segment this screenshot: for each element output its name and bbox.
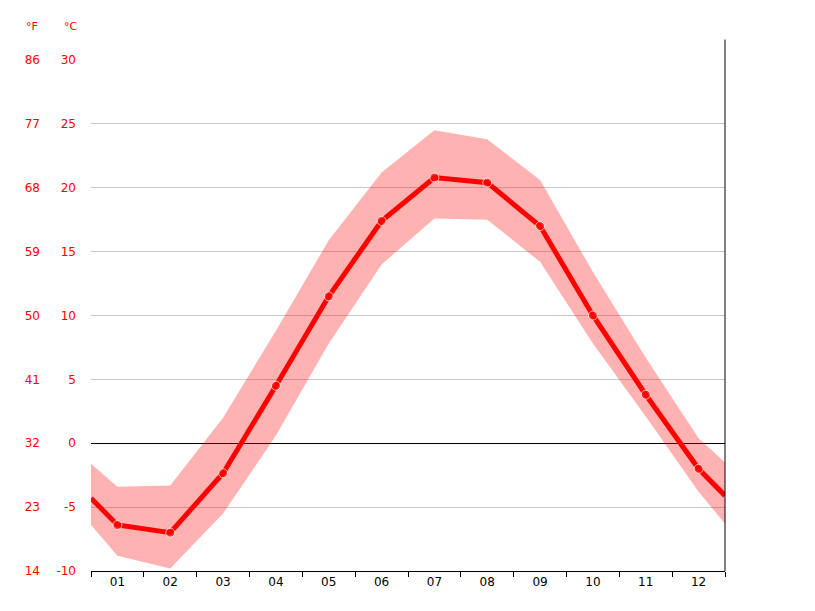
svg-text:09: 09 bbox=[532, 575, 547, 589]
svg-text:°F: °F bbox=[26, 20, 38, 33]
svg-text:50: 50 bbox=[25, 309, 40, 323]
svg-text:20: 20 bbox=[61, 181, 76, 195]
svg-text:10: 10 bbox=[61, 309, 76, 323]
svg-text:02: 02 bbox=[163, 575, 178, 589]
svg-text:07: 07 bbox=[427, 575, 442, 589]
svg-text:5: 5 bbox=[68, 373, 76, 387]
svg-text:59: 59 bbox=[25, 245, 40, 259]
svg-text:11: 11 bbox=[638, 575, 653, 589]
svg-text:0: 0 bbox=[68, 436, 76, 450]
svg-text:08: 08 bbox=[480, 575, 495, 589]
svg-text:15: 15 bbox=[61, 245, 76, 259]
svg-text:-5: -5 bbox=[64, 500, 76, 514]
svg-text:04: 04 bbox=[268, 575, 283, 589]
svg-text:10: 10 bbox=[585, 575, 600, 589]
svg-text:30: 30 bbox=[61, 53, 76, 67]
svg-text:32: 32 bbox=[25, 436, 40, 450]
svg-text:68: 68 bbox=[25, 181, 40, 195]
svg-text:77: 77 bbox=[25, 117, 40, 131]
svg-text:12: 12 bbox=[691, 575, 706, 589]
svg-text:01: 01 bbox=[110, 575, 125, 589]
svg-text:41: 41 bbox=[25, 373, 40, 387]
svg-text:86: 86 bbox=[25, 53, 40, 67]
svg-text:14: 14 bbox=[25, 564, 40, 578]
svg-text:-10: -10 bbox=[56, 564, 76, 578]
svg-text:°C: °C bbox=[64, 20, 78, 33]
svg-text:06: 06 bbox=[374, 575, 389, 589]
svg-text:03: 03 bbox=[215, 575, 230, 589]
svg-text:05: 05 bbox=[321, 575, 336, 589]
svg-text:23: 23 bbox=[25, 500, 40, 514]
svg-text:25: 25 bbox=[61, 117, 76, 131]
